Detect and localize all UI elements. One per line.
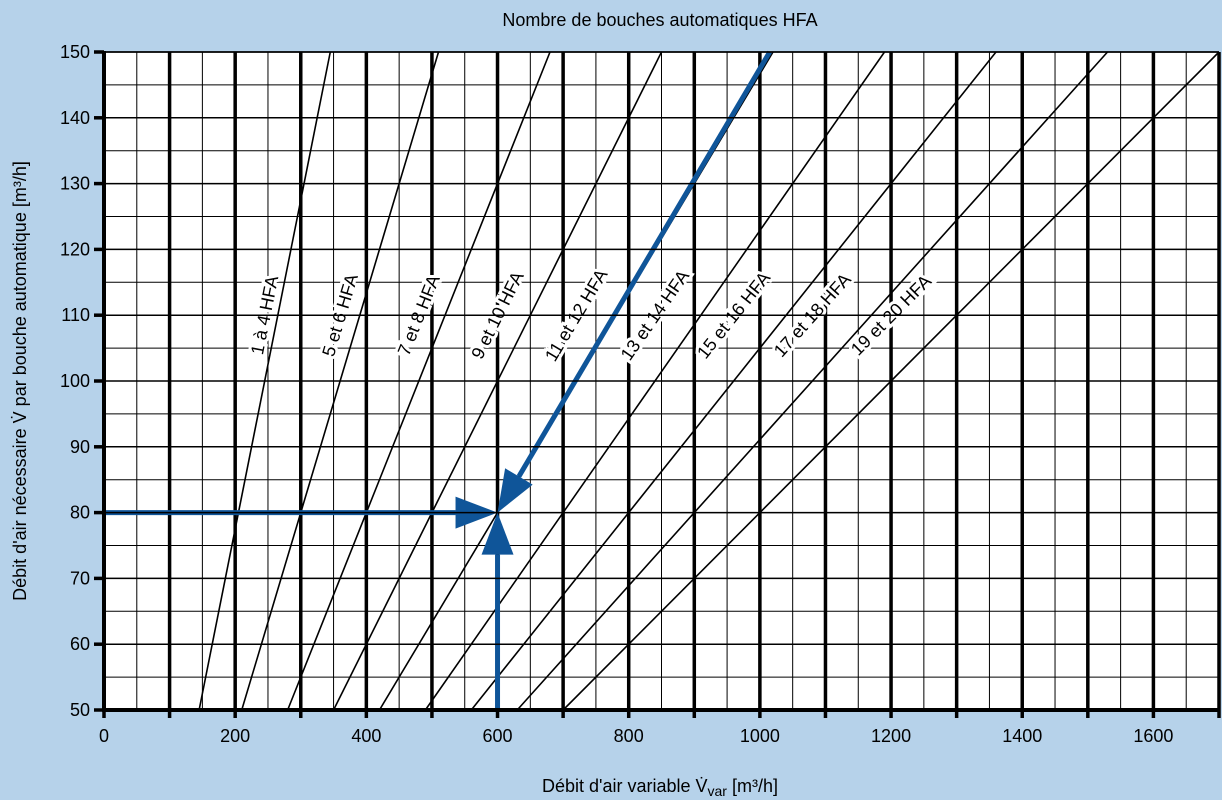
y-tick-label: 140 [60,108,90,128]
y-axis-label: Débit d'air nécessaire V̇ par bouche aut… [10,161,30,601]
x-axis-label-main: Débit d'air variable V̇ [542,776,708,796]
x-tick-label: 0 [99,726,109,746]
x-axis-label-subscript: var [708,783,728,799]
y-tick-label: 60 [70,634,90,654]
x-axis-label-unit: [m³/h] [727,776,778,796]
y-tick-label: 50 [70,700,90,720]
x-tick-label: 400 [351,726,381,746]
y-axis-ticks: 50 60 70 80 90 100 110 120 130 140 150 [60,42,1219,720]
arrow-shaft [516,50,772,478]
arrow-head [481,512,514,555]
x-tick-label: 1600 [1133,726,1173,746]
x-tick-label: 1000 [740,726,780,746]
x-tick-label: 200 [220,726,250,746]
y-tick-label: 80 [70,503,90,523]
x-tick-label: 800 [614,726,644,746]
x-axis-label: Débit d'air variable V̇var [m³/h] [542,776,778,799]
y-tick-label: 70 [70,568,90,588]
chart-title: Nombre de bouches automatiques HFA [502,10,817,30]
y-tick-label: 130 [60,174,90,194]
y-tick-label: 120 [60,239,90,259]
x-axis-ticks: 0 200 400 600 800 1000 1200 1400 1600 [99,710,1173,746]
x-tick-label: 1200 [871,726,911,746]
y-tick-label: 100 [60,371,90,391]
plot-area: 1 à 4 HFA 5 et 6 HFA 7 et 8 HFA 9 et 10 HFA… [102,50,1221,718]
x-tick-label: 1400 [1002,726,1042,746]
y-tick-label: 110 [61,305,90,325]
x-tick-label: 600 [483,726,513,746]
y-tick-label: 90 [70,437,90,457]
arrow-head [497,468,533,513]
y-tick-label: 150 [60,42,90,62]
